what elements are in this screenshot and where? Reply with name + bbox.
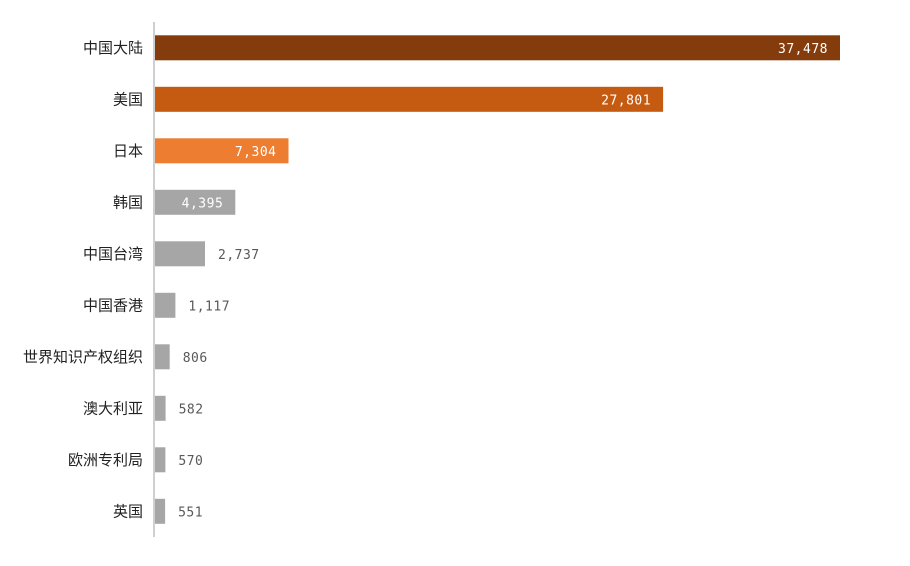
bar-6: [155, 344, 170, 370]
category-label-5: 中国香港: [83, 296, 143, 314]
bar-2: [155, 138, 289, 164]
category-label-9: 英国: [113, 502, 143, 520]
bar-5: [155, 292, 176, 318]
bar-3: [155, 189, 236, 215]
bar-9: [155, 498, 166, 524]
value-label-4: 2,737: [218, 248, 260, 263]
value-label-1: 27,801: [601, 93, 651, 108]
category-label-2: 日本: [113, 142, 143, 160]
bar-8: [155, 447, 166, 473]
category-label-8: 欧洲专利局: [68, 451, 143, 469]
value-label-0: 37,478: [778, 42, 828, 57]
category-label-6: 世界知识产权组织: [23, 348, 143, 366]
bar-0: [155, 35, 840, 61]
category-label-3: 韩国: [113, 193, 143, 211]
value-label-3: 4,395: [182, 196, 224, 211]
category-label-0: 中国大陆: [83, 39, 143, 57]
value-label-5: 1,117: [188, 299, 230, 314]
category-label-1: 美国: [113, 90, 143, 108]
value-label-7: 582: [179, 402, 204, 417]
bar-7: [155, 395, 166, 421]
value-label-9: 551: [178, 505, 203, 520]
bar-1: [155, 86, 664, 112]
value-label-2: 7,304: [235, 145, 277, 160]
category-label-4: 中国台湾: [83, 245, 143, 263]
value-label-6: 806: [183, 351, 208, 366]
bars-layer: [155, 35, 840, 524]
labels-layer: 中国大陆 37,478 美国 27,801 日本 7,304 韩国 4,395 中国台湾 2,73…: [23, 39, 828, 520]
category-label-7: 澳大利亚: [83, 399, 143, 417]
value-label-8: 570: [178, 454, 203, 469]
bar-4: [155, 241, 205, 267]
